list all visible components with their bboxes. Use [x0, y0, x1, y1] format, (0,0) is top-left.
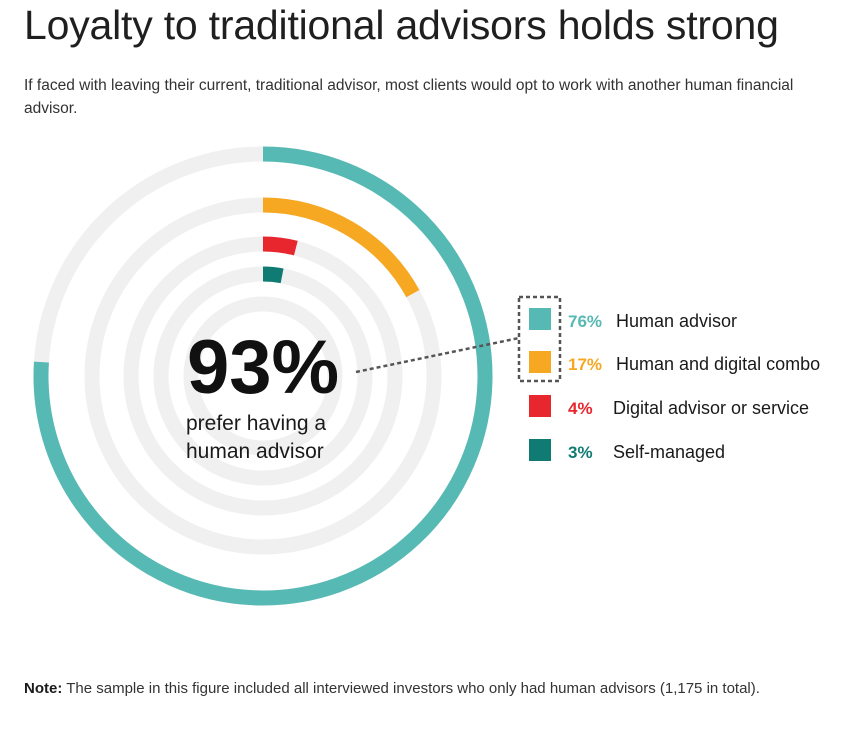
legend-label-human-advisor: Human advisor	[616, 311, 737, 331]
note-text: The sample in this figure included all i…	[62, 680, 760, 697]
legend-value-human-advisor: 76%	[568, 312, 602, 331]
page-title: Loyalty to traditional advisors holds st…	[24, 2, 779, 48]
chart-note: Note: The sample in this figure included…	[24, 677, 834, 700]
legend-swatch-digital-advisor-or-service	[529, 395, 551, 417]
ring-track	[183, 296, 343, 456]
center-callout: 93% prefer having a human advisor	[186, 325, 339, 463]
legend-swatch-human-and-digital-combo	[529, 351, 551, 373]
legend-value-self-managed: 3%	[568, 443, 593, 462]
legend-value-digital-advisor-or-service: 4%	[568, 399, 593, 418]
legend-swatch-human-advisor	[529, 308, 551, 330]
center-text-line-1: prefer having a	[186, 412, 326, 435]
note-label: Note:	[24, 680, 63, 697]
radial-bar-chart: 93% prefer having a human advisor 76% Hum…	[33, 146, 820, 606]
arc-human-advisor	[33, 146, 493, 606]
legend-label-digital-advisor-or-service: Digital advisor or service	[613, 398, 809, 418]
arc-digital-advisor-or-service	[262, 236, 298, 256]
legend-value-human-and-digital-combo: 17%	[568, 355, 602, 374]
ring-arcs	[33, 146, 493, 606]
center-text-line-2: human advisor	[186, 440, 324, 463]
legend-swatch-self-managed	[529, 439, 551, 461]
legend-label-self-managed: Self-managed	[613, 442, 725, 462]
arc-self-managed	[262, 266, 284, 284]
legend-label-human-and-digital-combo: Human and digital combo	[616, 354, 820, 374]
center-value: 93%	[187, 325, 339, 410]
legend: 76% Human advisor 17% Human and digital com…	[529, 308, 820, 462]
page-subtitle: If faced with leaving their current, tra…	[24, 77, 794, 117]
arc-human-and-digital-combo	[262, 197, 420, 298]
